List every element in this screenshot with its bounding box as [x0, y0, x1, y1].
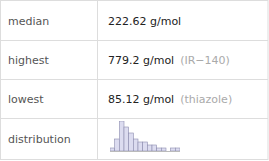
histogram-bar [138, 142, 143, 151]
page: median 222.62 g/mol highest 779.2 g/mol (IR−… [0, 0, 269, 161]
histogram [110, 121, 180, 151]
histogram-bar [115, 139, 120, 151]
row-label: distribution [8, 133, 71, 146]
histogram-bar [143, 142, 148, 151]
histogram-bar [166, 151, 171, 152]
histogram-bar [133, 139, 138, 151]
row-divider [1, 40, 269, 41]
x-axis [110, 151, 180, 152]
histogram-bar [157, 148, 162, 151]
histogram-bar [119, 121, 124, 151]
row-label: median [8, 15, 49, 28]
root: median 222.62 g/mol highest 779.2 g/mol (IR−… [0, 0, 269, 161]
row-value: 85.12 g/mol [108, 93, 174, 106]
row-label: highest [8, 54, 49, 67]
histogram-bar [161, 148, 166, 151]
row-label: lowest [8, 93, 44, 106]
row-divider [1, 118, 269, 119]
histogram-bar [175, 148, 180, 151]
row-value: 779.2 g/mol [108, 54, 174, 67]
histogram-bar [171, 148, 176, 151]
row-note: (thiazole) [180, 93, 232, 106]
histogram-bar [110, 148, 115, 151]
histogram-bar [152, 145, 157, 151]
histogram-bar [147, 145, 152, 151]
histogram-bar [129, 133, 134, 151]
histogram-bar [124, 127, 129, 151]
row-note: (IR−140) [180, 54, 230, 67]
row-divider [1, 79, 269, 80]
row-value: 222.62 g/mol [108, 15, 181, 28]
table-border [1, 1, 269, 160]
